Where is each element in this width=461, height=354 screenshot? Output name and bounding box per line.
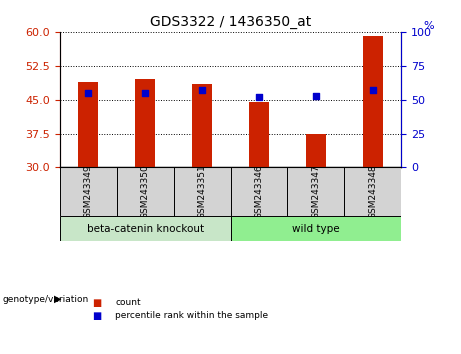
- Text: genotype/variation: genotype/variation: [2, 295, 89, 304]
- Point: [85, 90, 92, 96]
- Bar: [363, 36, 383, 167]
- Bar: [135, 79, 155, 167]
- Point: [369, 87, 376, 93]
- Text: GSM243346: GSM243346: [254, 165, 263, 219]
- Bar: [174, 167, 230, 216]
- Bar: [78, 81, 98, 167]
- Bar: [60, 167, 117, 216]
- Text: count: count: [115, 298, 141, 307]
- Bar: [249, 102, 269, 167]
- Text: ■: ■: [92, 311, 101, 321]
- Point: [198, 87, 206, 93]
- Text: wild type: wild type: [292, 223, 340, 234]
- Bar: [287, 167, 344, 216]
- Bar: [60, 216, 230, 241]
- Text: GSM243350: GSM243350: [141, 165, 150, 219]
- Bar: [230, 216, 401, 241]
- Text: ▶: ▶: [54, 294, 62, 304]
- Y-axis label: %: %: [423, 21, 434, 30]
- Point: [142, 90, 149, 96]
- Bar: [230, 167, 287, 216]
- Text: ■: ■: [92, 298, 101, 308]
- Bar: [117, 167, 174, 216]
- Point: [312, 93, 319, 98]
- Point: [255, 94, 263, 100]
- Text: GSM243349: GSM243349: [84, 165, 93, 219]
- Bar: [306, 133, 326, 167]
- Bar: [192, 84, 212, 167]
- Text: percentile rank within the sample: percentile rank within the sample: [115, 311, 268, 320]
- Text: GSM243348: GSM243348: [368, 165, 377, 219]
- Text: GSM243351: GSM243351: [198, 165, 207, 219]
- Text: beta-catenin knockout: beta-catenin knockout: [87, 223, 204, 234]
- Title: GDS3322 / 1436350_at: GDS3322 / 1436350_at: [150, 16, 311, 29]
- Bar: [344, 167, 401, 216]
- Text: GSM243347: GSM243347: [311, 165, 320, 219]
